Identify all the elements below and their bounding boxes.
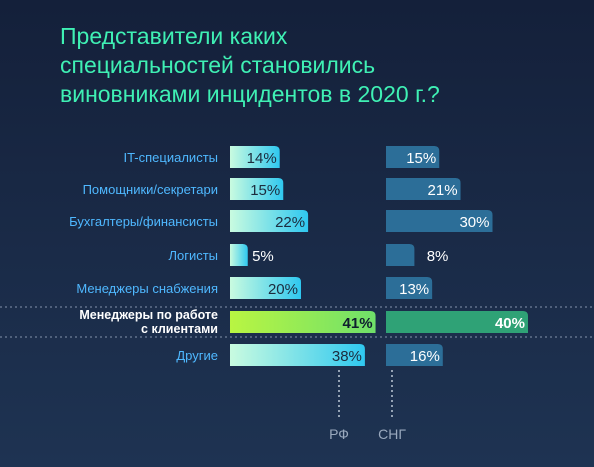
legend-cis: СНГ <box>378 426 406 442</box>
bar-cis <box>386 210 493 232</box>
data-label-cis: 30% <box>459 214 489 231</box>
bar-cis <box>386 277 433 299</box>
category-label: Помощники/секретари <box>83 182 218 197</box>
bar-rf <box>230 210 309 232</box>
data-label-cis: 8% <box>427 248 449 265</box>
bar-rf <box>230 178 284 200</box>
bar-rf <box>230 277 301 299</box>
chart-title: Представители каких специальностей стано… <box>60 22 560 109</box>
data-label-cis: 21% <box>428 182 458 199</box>
data-label-rf: 14% <box>247 150 277 167</box>
category-label: Менеджеры по работе <box>79 308 218 322</box>
title-line-3: виновниками инцидентов в 2020 г.? <box>60 81 440 107</box>
bar-rf <box>230 244 248 266</box>
bar-rf <box>230 311 376 333</box>
category-label: Бухгалтеры/финансисты <box>69 214 218 229</box>
bar-cis <box>386 344 443 366</box>
category-label: Менеджеры снабжения <box>76 281 218 296</box>
bar-cis <box>386 244 415 266</box>
bar-rf <box>230 344 365 366</box>
category-label: Логисты <box>168 248 218 263</box>
bar-rf <box>230 146 280 168</box>
category-label: с клиентами <box>141 322 218 336</box>
data-label-cis: 16% <box>410 348 440 365</box>
data-label-rf: 22% <box>275 214 305 231</box>
data-label-cis: 15% <box>406 150 436 167</box>
category-label: IT-специалисты <box>123 150 218 165</box>
category-label: Другие <box>176 348 218 363</box>
bar-cis <box>386 311 528 333</box>
title-line-2: специальностей становились <box>60 52 376 78</box>
data-label-cis: 40% <box>495 315 525 332</box>
title-line-1: Представители каких <box>60 23 288 49</box>
data-label-rf: 38% <box>332 348 362 365</box>
bar-cis <box>386 178 461 200</box>
legend-rf: РФ <box>329 426 349 442</box>
data-label-cis: 13% <box>399 281 429 298</box>
bar-cis <box>386 146 440 168</box>
data-label-rf: 20% <box>268 281 298 298</box>
data-label-rf: 41% <box>343 315 373 332</box>
data-label-rf: 15% <box>250 182 280 199</box>
data-label-rf: 5% <box>252 248 274 265</box>
